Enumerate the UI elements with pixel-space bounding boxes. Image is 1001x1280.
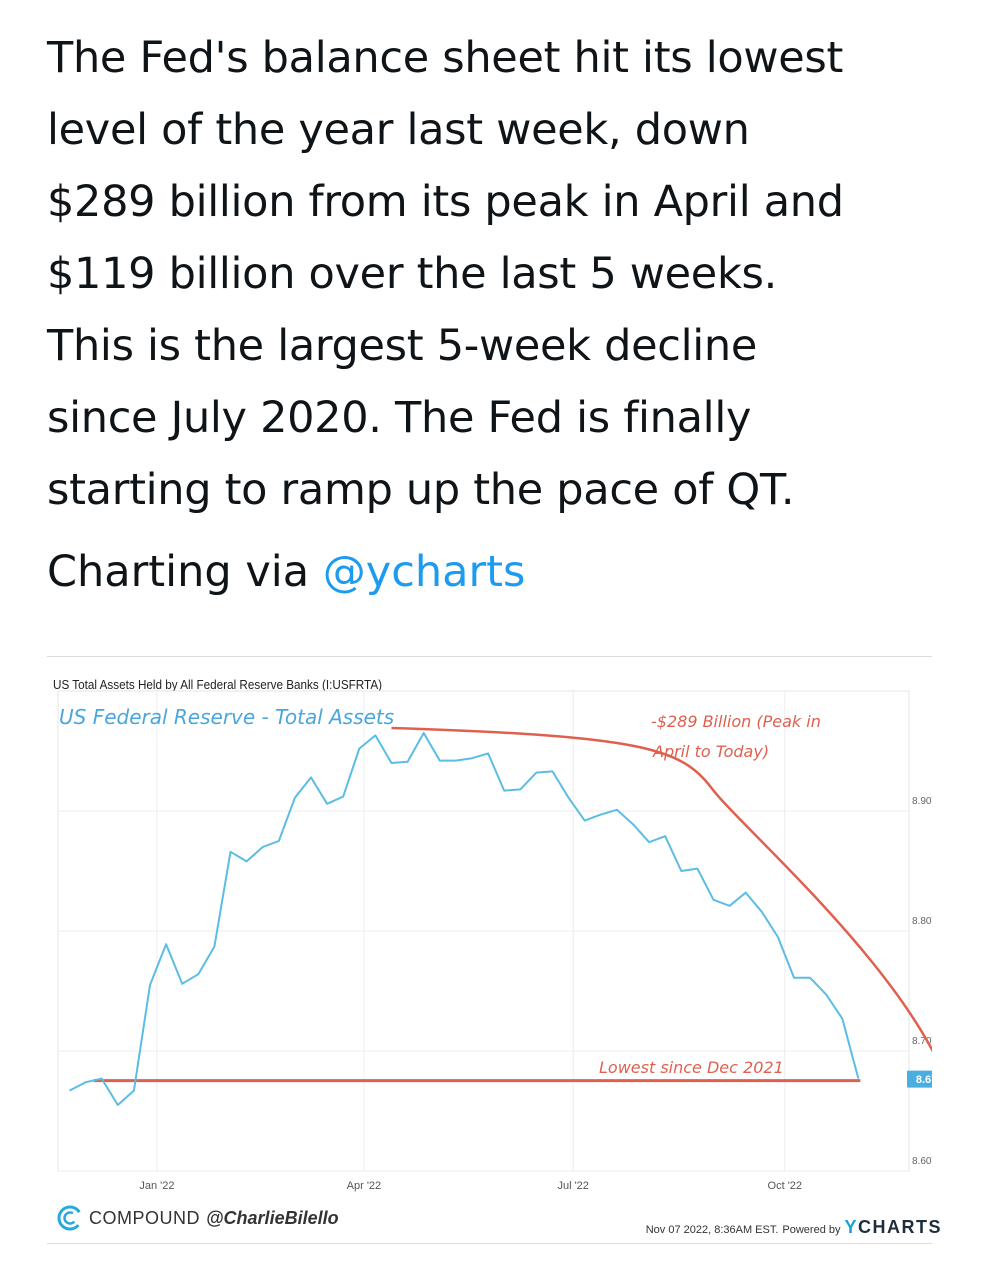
compound-logo: COMPOUND @CharlieBilello	[57, 1205, 339, 1231]
y-tick-label: 8.90T	[912, 796, 932, 807]
tweet-line: starting to ramp up the pace of QT.	[47, 465, 795, 515]
x-tick-label: Jul '22	[557, 1180, 588, 1192]
tweet-line: This is the largest 5-week decline	[47, 321, 758, 371]
decline-curve	[391, 726, 932, 1053]
chart-title: US Total Assets Held by All Federal Rese…	[53, 677, 383, 692]
powered-by-label: Powered by	[782, 1224, 841, 1236]
tweet-line: The Fed's balance sheet hit its lowest	[47, 33, 844, 83]
x-tick-label: Jan '22	[139, 1180, 174, 1192]
tweet-line: since July 2020. The Fed is finally	[47, 393, 752, 443]
compound-logo-icon	[57, 1205, 83, 1231]
low-note: Lowest since Dec 2021	[599, 1058, 784, 1077]
y-tick-label: 8.70T	[912, 1036, 932, 1047]
author-handle: @CharlieBilello	[206, 1207, 339, 1228]
credit-line: Charting via @ycharts	[47, 536, 525, 608]
tweet-line: level of the year last week, down	[47, 105, 750, 155]
peak-note-line2: April to Today)	[652, 742, 769, 761]
tweet-line: $119 billion over the last 5 weeks.	[47, 249, 778, 299]
chart-card[interactable]: US Total Assets Held by All Federal Rese…	[47, 656, 941, 1244]
last-value-label: 8.677T	[916, 1074, 932, 1086]
ycharts-mention-link[interactable]: @ycharts	[322, 547, 526, 597]
ycharts-logo-y: Y	[844, 1217, 858, 1237]
chart-source: Nov 07 2022, 8:36AM EST. Powered by YCHA…	[646, 1217, 942, 1238]
y-tick-label: 8.80T	[912, 916, 932, 927]
series-line-total-assets	[69, 732, 860, 1106]
chart-svg: Jan '22 Apr '22 Jul '22 Oct '22 8.60T 8.70T 8.…	[57, 690, 932, 1192]
chart-timestamp: Nov 07 2022, 8:36AM EST.	[645, 1224, 779, 1236]
tweet-text: The Fed's balance sheet hit its lowest l…	[47, 22, 967, 526]
compound-brand: COMPOUND	[89, 1207, 200, 1228]
peak-note-line1: -$289 Billion (Peak in	[651, 712, 821, 731]
series-annotation: US Federal Reserve - Total Assets	[59, 705, 394, 729]
x-tick-label: Oct '22	[768, 1180, 803, 1192]
ycharts-logo-rest: CHARTS	[858, 1217, 942, 1237]
ycharts-logo: YCHARTS	[844, 1217, 942, 1238]
y-tick-label: 8.60T	[912, 1156, 932, 1167]
credit-prefix: Charting via	[47, 547, 323, 597]
last-value-badge	[907, 1070, 932, 1088]
tweet-line: $289 billion from its peak in April and	[47, 177, 844, 227]
x-tick-label: Apr '22	[347, 1180, 382, 1192]
